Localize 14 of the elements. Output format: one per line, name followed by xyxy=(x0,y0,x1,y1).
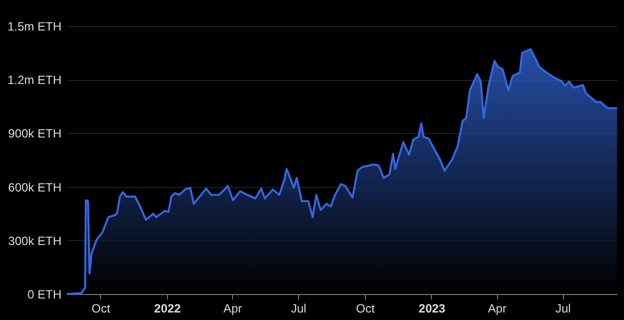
x-tick-label: Apr xyxy=(223,302,242,316)
y-tick-label: 900k ETH xyxy=(8,126,62,141)
x-tick-label: Jul xyxy=(290,302,306,316)
y-tick-label: 0 ETH xyxy=(27,288,62,302)
y-tick-label: 1.5m ETH xyxy=(7,20,62,34)
y-tick-label: 1.2m ETH xyxy=(7,73,62,88)
x-tick-label: Apr xyxy=(488,302,507,316)
x-tick-label: 2023 xyxy=(418,302,446,316)
x-tick-label: Jul xyxy=(555,302,571,316)
y-tick-label: 300k ETH xyxy=(8,234,62,248)
x-tick-label: Oct xyxy=(356,302,376,316)
x-tick-label: Oct xyxy=(91,302,111,316)
y-tick-label: 600k ETH xyxy=(8,180,62,194)
x-tick-label: 2022 xyxy=(154,302,182,316)
